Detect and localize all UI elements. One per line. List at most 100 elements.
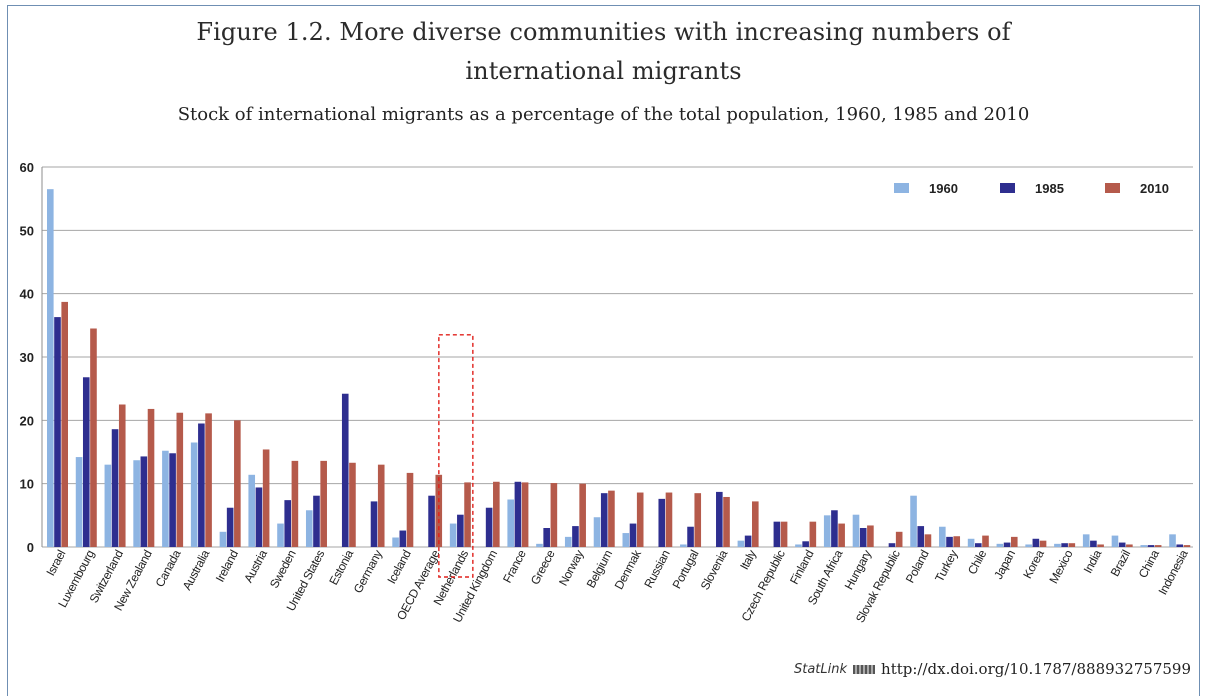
bar-2010 — [406, 472, 414, 547]
bar-2010 — [320, 460, 327, 547]
bar-1960 — [939, 526, 946, 547]
bar-2010 — [636, 492, 644, 547]
bar-1985 — [284, 500, 291, 547]
bar-1985 — [198, 423, 205, 547]
category-label: Russian — [641, 548, 672, 590]
bar-1960 — [1111, 535, 1119, 547]
bar-1985 — [1061, 543, 1068, 547]
bar-2010 — [435, 474, 443, 547]
statlink-url[interactable]: http://dx.doi.org/10.1787/888932757599 — [881, 660, 1191, 678]
legend-swatch-1960 — [894, 183, 909, 193]
bar-2010 — [90, 328, 97, 547]
bar-1985 — [1032, 538, 1040, 547]
bar-1960 — [47, 189, 54, 547]
bar-1960 — [248, 474, 256, 547]
bar-1960 — [1140, 545, 1148, 547]
bar-1960 — [162, 450, 169, 547]
bar-1985 — [54, 317, 61, 547]
bar-2010 — [1010, 536, 1018, 547]
bar-1960 — [133, 460, 140, 547]
bar-1985 — [716, 491, 723, 547]
category-label: Sweden — [267, 548, 299, 591]
bar-2010 — [1097, 544, 1104, 547]
y-tick-label: 30 — [20, 350, 34, 365]
y-tick-label: 0 — [27, 540, 34, 555]
bar-2010 — [838, 523, 845, 547]
chart-subtitle: Stock of international migrants as a per… — [177, 104, 1030, 125]
bar-1960 — [1082, 534, 1090, 547]
bar-1985 — [744, 535, 752, 547]
bar-1960 — [277, 523, 284, 547]
category-label: Mexico — [1046, 547, 1075, 586]
category-label: Norway — [556, 547, 587, 588]
bar-1985 — [111, 429, 119, 547]
bar-1985 — [572, 526, 579, 547]
bar-1960 — [219, 531, 227, 547]
bar-2010 — [205, 413, 212, 547]
bar-1985 — [169, 453, 176, 547]
chart-title-line-1: Figure 1.2. More diverse communities wit… — [196, 18, 1011, 46]
bar-1960 — [823, 515, 831, 547]
category-label: Estonia — [326, 547, 356, 587]
category-label: Slovenia — [698, 547, 731, 592]
bar-2010 — [176, 412, 184, 547]
category-label: Greece — [528, 547, 558, 587]
category-label: Iceland — [384, 548, 413, 586]
bar-1985 — [975, 543, 982, 547]
bar-2010 — [723, 496, 730, 547]
bar-1960 — [967, 538, 975, 547]
bar-1985 — [543, 528, 550, 547]
bar-1960 — [1169, 534, 1176, 547]
bar-1960 — [564, 536, 572, 547]
bar-1960 — [737, 540, 745, 547]
bar-1985 — [859, 528, 867, 547]
bar-1960 — [190, 442, 198, 547]
bar-1985 — [888, 543, 896, 547]
category-label: Ireland — [213, 548, 241, 585]
category-label: Israel — [43, 548, 68, 578]
bar-1960 — [910, 495, 917, 547]
y-tick-label: 60 — [20, 160, 34, 175]
bar-2010 — [1039, 540, 1047, 547]
category-label: Finland — [787, 548, 817, 587]
y-tick-label: 50 — [20, 223, 34, 238]
category-label: Austria — [241, 547, 270, 585]
bar-1960 — [852, 514, 860, 547]
bar-2010 — [752, 501, 759, 547]
bar-1985 — [629, 523, 637, 547]
bar-2010 — [118, 404, 126, 547]
bar-1960 — [593, 517, 601, 547]
bar-1960 — [622, 533, 630, 547]
bar-2010 — [895, 531, 903, 547]
bar-1985 — [313, 495, 320, 547]
bar-1985 — [140, 456, 148, 547]
bar-1985 — [658, 498, 666, 547]
statlink-logo-icon — [853, 664, 876, 674]
category-label: Poland — [903, 548, 932, 585]
bar-2010 — [780, 521, 788, 547]
bar-1960 — [507, 499, 514, 547]
bar-2010 — [1183, 545, 1191, 547]
statlink[interactable]: StatLink http://dx.doi.org/10.1787/88893… — [794, 660, 1191, 678]
bar-2010 — [377, 464, 385, 547]
bar-1985 — [1090, 540, 1097, 547]
bar-2010 — [464, 482, 471, 547]
bar-2010 — [665, 492, 673, 547]
highlight-box — [438, 334, 474, 578]
bar-2010 — [809, 521, 817, 547]
bar-1985 — [802, 541, 809, 547]
bar-1985 — [82, 377, 90, 547]
legend-swatch-1985 — [1000, 183, 1015, 193]
bar-2010 — [550, 483, 558, 547]
bar-1985 — [831, 510, 838, 547]
category-label: Italy — [737, 547, 759, 572]
category-label: Korea — [1020, 547, 1047, 581]
bar-1960 — [449, 523, 457, 547]
bar-1960 — [680, 544, 687, 547]
legend-swatch-2010 — [1105, 183, 1120, 193]
bar-1985 — [399, 530, 407, 547]
bar-2010 — [521, 482, 529, 547]
bar-1960 — [104, 464, 112, 547]
category-label: China — [1136, 547, 1162, 580]
bar-2010 — [1126, 544, 1133, 547]
